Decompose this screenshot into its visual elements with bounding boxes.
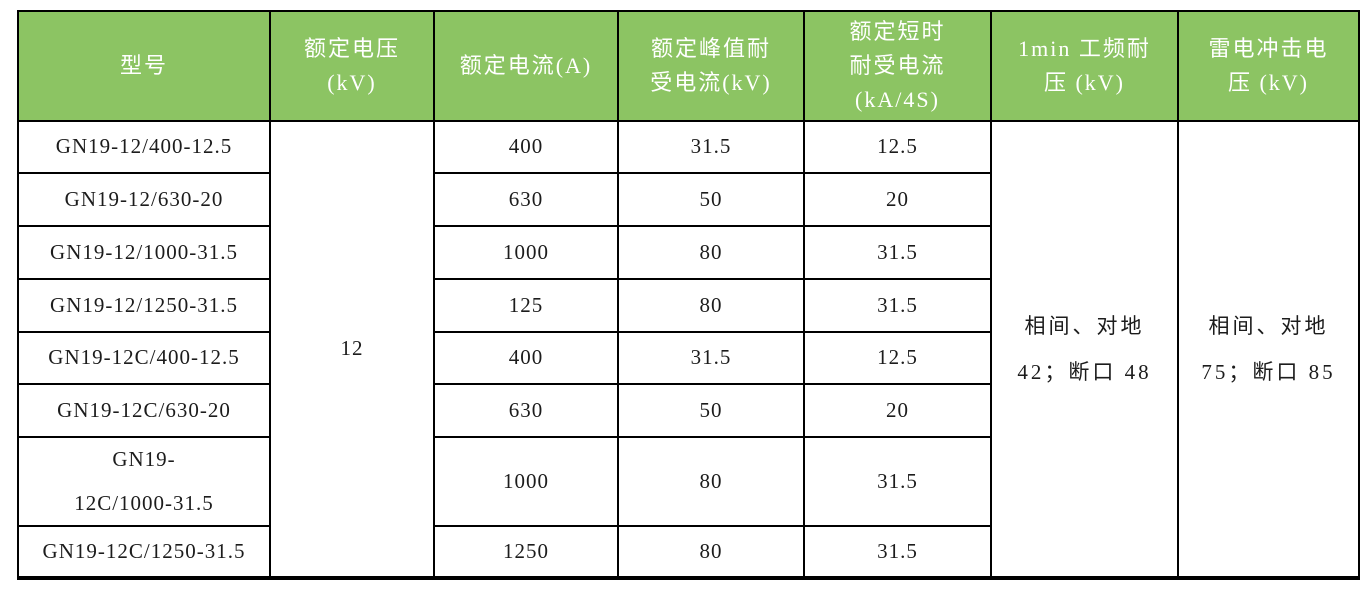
- lightning-impulse-merged-cell: 相间、对地 75；断口 85: [1177, 120, 1360, 579]
- peak-cell: 80: [617, 525, 805, 580]
- header-cell-model: 型号: [17, 10, 271, 122]
- peak-cell: 80: [617, 278, 805, 333]
- peak-cell: 80: [617, 436, 805, 527]
- header-cell-rated-current: 额定电流(A): [433, 10, 619, 122]
- short-cell: 20: [803, 383, 992, 438]
- short-cell: 31.5: [803, 525, 992, 580]
- model-cell: GN19-12C/1250-31.5: [17, 525, 271, 580]
- table-row: GN19-12C/1250-31.5 1250 80 31.5: [17, 525, 1359, 580]
- model-cell: GN19-12/630-20: [17, 172, 271, 227]
- current-cell: 400: [433, 331, 619, 385]
- current-cell: 630: [433, 172, 619, 227]
- short-cell: 31.5: [803, 225, 992, 280]
- model-cell: GN19-12C/630-20: [17, 383, 271, 438]
- short-cell: 12.5: [803, 120, 992, 174]
- header-cell-lightning-impulse: 雷电冲击电 压 (kV): [1177, 10, 1360, 122]
- model-cell: GN19-12/1250-31.5: [17, 278, 271, 333]
- current-cell: 125: [433, 278, 619, 333]
- rated-voltage-merged-cell: 12: [269, 120, 435, 579]
- current-cell: 400: [433, 120, 619, 174]
- peak-cell: 80: [617, 225, 805, 280]
- header-cell-rated-voltage: 额定电压 (kV): [269, 10, 435, 122]
- peak-cell: 50: [617, 383, 805, 438]
- current-cell: 1000: [433, 436, 619, 527]
- table-row: GN19-12C/400-12.5 400 31.5 12.5: [17, 331, 1359, 385]
- peak-cell: 31.5: [617, 120, 805, 174]
- short-cell: 31.5: [803, 278, 992, 333]
- table-row: GN19-12/630-20 630 50 20: [17, 172, 1359, 227]
- peak-cell: 31.5: [617, 331, 805, 385]
- header-cell-peak-withstand: 额定峰值耐 受电流(kV): [617, 10, 805, 122]
- power-frequency-merged-cell: 相间、对地 42；断口 48: [990, 120, 1179, 579]
- table-row: GN19-12/400-12.5 12 400 31.5 12.5 相间、对地 …: [17, 120, 1360, 579]
- header-cell-power-frequency: 1min 工频耐 压 (kV): [990, 10, 1179, 122]
- model-cell: GN19- 12C/1000-31.5: [17, 436, 271, 527]
- current-cell: 1250: [433, 525, 619, 580]
- model-cell: GN19-12C/400-12.5: [17, 331, 271, 385]
- spec-table: 型号 额定电压 (kV) 额定电流(A) 额定峰值耐 受电流(kV) 额定短时 …: [17, 10, 1360, 580]
- table-row: GN19-12C/630-20 630 50 20: [17, 383, 1359, 438]
- model-cell: GN19-12/1000-31.5: [17, 225, 271, 280]
- model-cell: GN19-12/400-12.5: [17, 120, 271, 174]
- header-cell-short-time-withstand: 额定短时 耐受电流 (kA/4S): [803, 10, 992, 122]
- current-cell: 1000: [433, 225, 619, 280]
- short-cell: 20: [803, 172, 992, 227]
- peak-cell: 50: [617, 172, 805, 227]
- header-row: 型号 额定电压 (kV) 额定电流(A) 额定峰值耐 受电流(kV) 额定短时 …: [17, 10, 1360, 122]
- table-row: GN19-12/1000-31.5 1000 80 31.5: [17, 225, 1359, 280]
- table-row: GN19-12/1250-31.5 125 80 31.5: [17, 278, 1359, 333]
- short-cell: 12.5: [803, 331, 992, 385]
- current-cell: 630: [433, 383, 619, 438]
- table-row: GN19- 12C/1000-31.5 1000 80 31.5: [17, 436, 1359, 527]
- short-cell: 31.5: [803, 436, 992, 527]
